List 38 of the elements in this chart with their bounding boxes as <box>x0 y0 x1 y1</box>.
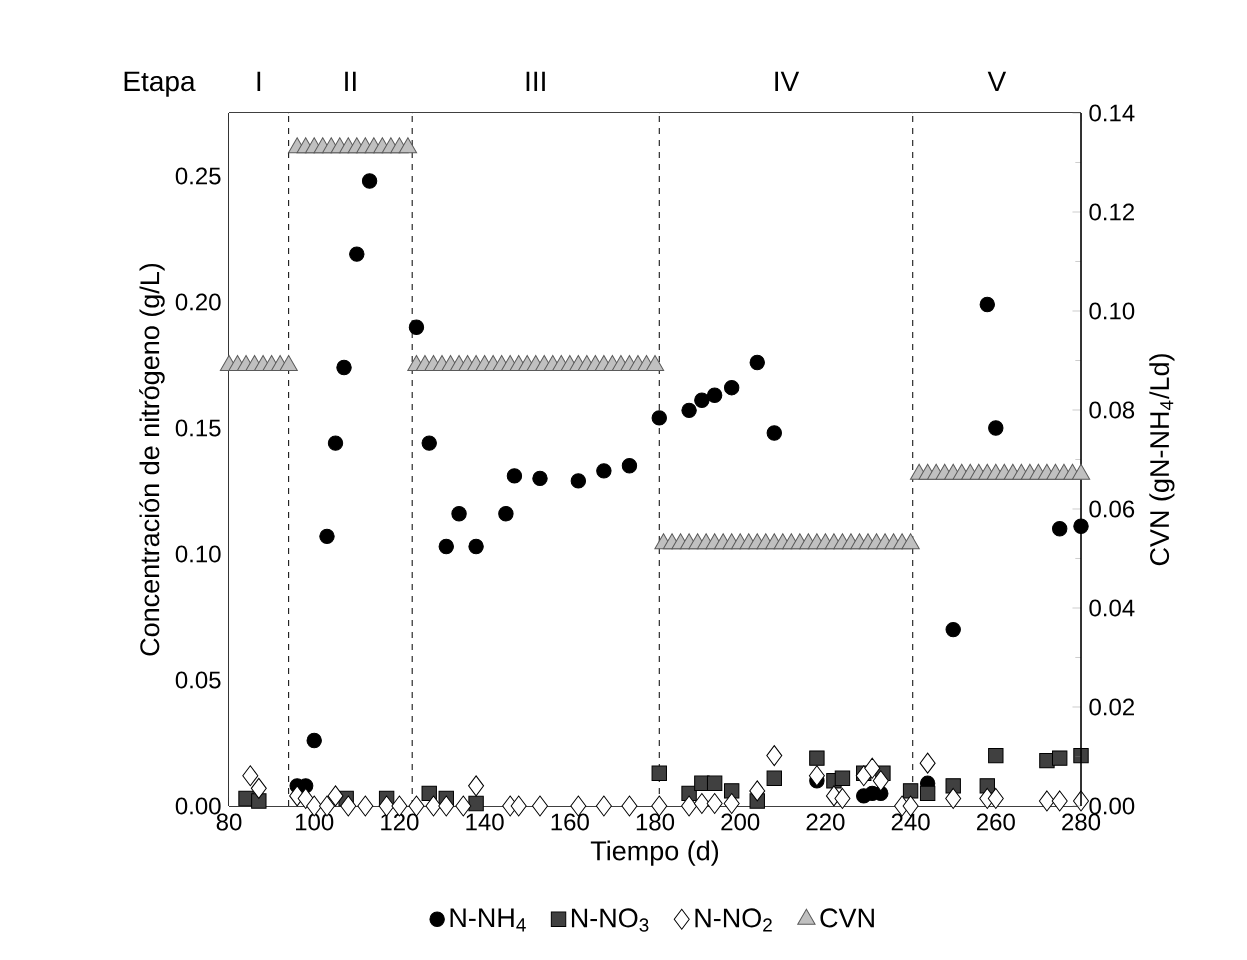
band-label: V <box>987 71 1007 91</box>
legend-label: CVN <box>820 908 874 928</box>
y-axis-title: Concentración de nitrógeno (g/L) <box>139 263 165 656</box>
x-axis-title: Tiempo (d) <box>590 840 719 866</box>
band-label: IV <box>775 71 800 91</box>
y2-tick-label: 0.04 <box>1089 599 1135 617</box>
x-tick-label: 140 <box>466 813 504 831</box>
band-label: III <box>526 71 545 91</box>
x-tick-label: 260 <box>976 813 1015 831</box>
y-tick-label: 0.15 <box>175 419 221 437</box>
band-label: I <box>257 71 261 91</box>
legend-label: N-NH$_{4}$ <box>450 908 526 932</box>
x-tick-label: 200 <box>721 813 760 831</box>
y2-tick-label: 0.08 <box>1089 401 1135 419</box>
text: Etapa <box>124 71 196 97</box>
y2-tick-label: 0.12 <box>1089 203 1134 221</box>
x-tick-label: 100 <box>296 813 334 831</box>
x-tick-label: 180 <box>636 813 675 831</box>
x-tick-label: 220 <box>806 813 845 831</box>
y-tick-label: 0.10 <box>175 545 221 563</box>
y-tick-label: 0.25 <box>175 167 221 185</box>
x-tick-label: 120 <box>381 813 419 831</box>
legend-label: N-NO$_{3}$ <box>571 908 649 932</box>
x-tick-label: 240 <box>891 813 930 831</box>
y2-tick-label: 0.00 <box>1089 797 1135 815</box>
x-tick-label: 280 <box>1062 813 1101 831</box>
y2-tick-label: 0.02 <box>1089 698 1134 716</box>
y2-axis-title: CVN (gN-NH$_{4}$/Ld) <box>1149 354 1175 566</box>
y-tick-label: 0.05 <box>175 671 221 689</box>
legend-label: N-NO$_{2}$ <box>695 908 772 932</box>
y-tick-label: 0.20 <box>175 293 221 311</box>
y-tick-label: 0.00 <box>175 797 221 815</box>
y2-tick-label: 0.10 <box>1089 302 1135 320</box>
band-label: II <box>345 71 356 91</box>
y2-tick-label: 0.06 <box>1089 500 1135 518</box>
x-tick-label: 80 <box>216 813 242 831</box>
y2-tick-label: 0.14 <box>1089 104 1135 122</box>
x-tick-label: 160 <box>551 813 589 831</box>
